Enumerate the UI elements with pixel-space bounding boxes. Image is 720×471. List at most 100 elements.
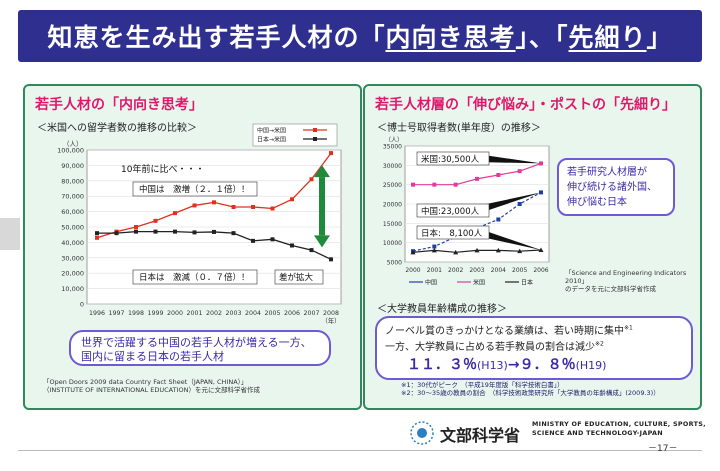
ministry-name-jp: 文部科学省 — [440, 426, 521, 445]
data-point — [309, 248, 314, 253]
y-unit-label: （人） — [63, 140, 83, 148]
x-tick-label: 2006 — [284, 310, 300, 317]
y-tick-label: 10,000 — [61, 285, 84, 293]
left-callout-line2: 国内に留まる日本の若手人材 — [81, 350, 224, 363]
right-subheading: ＜博士号取得者数(単年度）の推移＞ — [377, 123, 541, 134]
doctorate-chart: 5000 10000 15000 20000 25000 30000 35000（人） 200… — [383, 137, 550, 287]
x-tick-label: 2003 — [225, 310, 241, 317]
gap-arrow-head-down — [314, 235, 330, 248]
x-tick-label: 2004 — [245, 310, 261, 317]
annotation-japan: 日本は 激減（０．７倍）！ — [139, 272, 250, 283]
data-point — [474, 247, 480, 253]
data-point — [270, 206, 275, 211]
data-point — [309, 177, 314, 182]
y-tick-label: 60,000 — [61, 208, 84, 216]
data-point — [95, 231, 99, 236]
left-source-line1: 「Open Doors 2009 data Country Fact Sheet… — [43, 378, 248, 386]
faculty-note2: ※2：30～35歳の教員の割合 （科学技術政策研究所「大学教員の年齢構成」(20… — [401, 389, 660, 397]
left-subheading: ＜米国への留学者数の推移の比較＞ — [37, 123, 197, 134]
x-tick-label: 1998 — [128, 310, 144, 317]
left-source: 「Open Doors 2009 data Country Fact Sheet… — [43, 378, 260, 394]
faculty-text1: ノーベル賞のきっかけとなる業績は、若い時期に集中 — [385, 326, 624, 337]
title-middle: 」、「 — [515, 23, 569, 52]
y-tick-label: 5000 — [387, 260, 402, 267]
data-point — [231, 204, 236, 209]
y-tick-label: 30,000 — [61, 254, 84, 262]
ministry-en-line2: SCIENCE AND TECHNOLOGY-JAPAN — [532, 429, 663, 437]
annotation-us: 米国:30,500人 — [421, 154, 480, 165]
side-tab — [0, 218, 20, 250]
x-tick-label: 2007 — [303, 310, 319, 317]
data-point — [411, 182, 415, 187]
right-panel: 若手人材層の「伸び悩み」・ポストの「先細り」 ＜博士号取得者数(単年度）の推移＞… — [363, 84, 702, 410]
annotation-japan-box — [132, 269, 258, 285]
x-tick-label: 2006 — [533, 267, 548, 274]
legend-label: 中国 — [425, 279, 437, 287]
faculty-notes: ※1：30代がピーク （平成19年度版「科学技術白書」） ※2：30～35歳の教… — [401, 381, 660, 397]
title-thin: 先細り — [568, 23, 647, 52]
y-tick-label: 15000 — [383, 221, 402, 228]
annotation-us-box — [416, 151, 490, 166]
left-source-line2: （INSTITUTE OF INTERNATIONAL EDUCATION）を元… — [43, 386, 260, 394]
left-callout-line1: 世界で活躍する中国の若手人材が増える一方、 — [81, 336, 312, 349]
annotation-china: 中国は 激増（２．１倍）！ — [139, 184, 250, 195]
data-point — [475, 176, 479, 181]
y-tick-label: 40,000 — [61, 239, 84, 247]
faculty-year-h19: (H19) — [575, 359, 607, 372]
data-point — [517, 169, 522, 174]
title-suffix: 」 — [646, 23, 673, 52]
data-point — [431, 247, 437, 253]
faculty-year-h13: (H13) — [477, 359, 508, 372]
data-point — [290, 243, 294, 248]
page-number: －17－ — [648, 444, 678, 454]
y-tick-label: 80,000 — [61, 177, 84, 185]
annotation-gap-box — [274, 269, 324, 285]
right-callout-line3: 伸び悩む日本 — [567, 197, 627, 208]
data-point — [453, 182, 458, 187]
annotation-china-box — [132, 181, 258, 197]
data-point — [329, 257, 333, 262]
ministry-name-en: MINISTRY OF EDUCATION, CULTURE, SPORTS, … — [532, 420, 706, 438]
data-point — [173, 211, 177, 216]
y-tick-label: 20000 — [383, 202, 402, 209]
right-chart-source: 「Science and Engineering Indicators 2010… — [565, 269, 700, 293]
data-point — [496, 173, 501, 177]
legend-label: 米国 — [473, 279, 485, 287]
faculty-sup1: ※1 — [624, 324, 633, 332]
y-unit-label: （人） — [385, 137, 403, 144]
legend-label: 中国→米国 — [257, 127, 286, 135]
legend-marker — [313, 128, 317, 132]
data-point — [192, 203, 197, 208]
faculty-box: ノーベル賞のきっかけとなる業績は、若い時期に集中※1 一方、大学教員に占める若手… — [375, 316, 693, 380]
x-tick-label: 2003 — [469, 267, 484, 274]
right-callout: 若手研究人材層が 伸び続ける諸外国、 伸び悩む日本 — [557, 158, 675, 216]
ministry-logo-icon — [410, 421, 434, 445]
x-tick-label: 2004 — [491, 267, 506, 274]
x-tick-label: 2001 — [427, 267, 442, 274]
data-point — [270, 237, 275, 242]
data-point — [251, 204, 255, 209]
x-tick-label: 2000 — [167, 310, 183, 317]
legend-label: 日本 — [521, 279, 533, 287]
data-point — [251, 238, 255, 243]
right-callout-line1: 若手研究人材層が — [567, 167, 647, 178]
data-point — [410, 249, 416, 255]
page-title: 知恵を生み出す若手人材の「内向き思考」、「先細り」 — [47, 18, 672, 54]
y-tick-label: 90,000 — [61, 162, 84, 170]
gap-arrow-head-up — [314, 165, 330, 178]
data-point — [192, 230, 197, 235]
x-tick-label: 1997 — [108, 310, 124, 317]
data-point — [231, 231, 236, 236]
y-tick-label: 10000 — [383, 240, 402, 247]
data-point — [95, 235, 99, 240]
data-point — [134, 225, 138, 229]
faculty-line2: 一方、大学教員に占める若手教員の割合は減少※2 — [385, 338, 604, 353]
x-tick-label: 2005 — [512, 267, 527, 274]
annotation-ten-years: 10年前に比べ・・・ — [121, 163, 204, 175]
data-point — [173, 229, 177, 234]
data-point — [212, 229, 216, 234]
data-point — [329, 151, 333, 156]
title-inward: 内向き思考 — [385, 23, 516, 52]
faculty-line1: ノーベル賞のきっかけとなる業績は、若い時期に集中※1 — [385, 322, 633, 337]
x-unit-label: （年） — [322, 316, 341, 325]
